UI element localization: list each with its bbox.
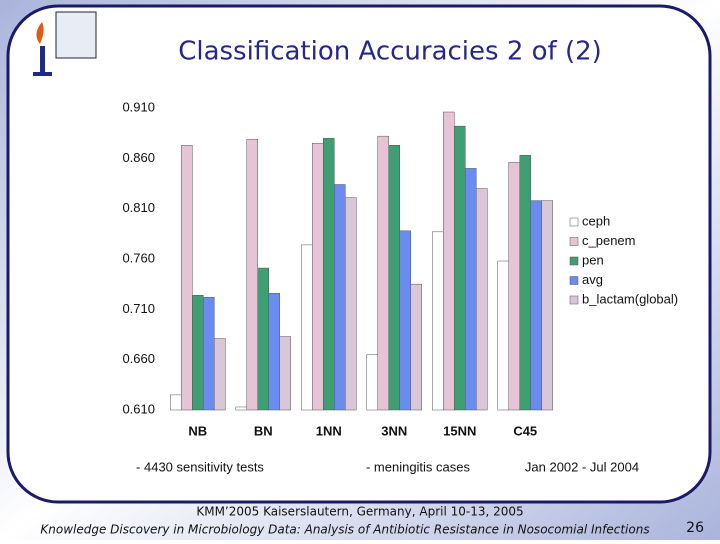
legend-swatch [569, 276, 579, 285]
bar [377, 135, 389, 411]
annotation: - 4430 sensitivity tests [136, 459, 264, 474]
bar [323, 137, 335, 411]
torch-base [33, 72, 52, 76]
y-tick-label: 0.760 [122, 250, 155, 265]
bar [181, 144, 193, 411]
x-tick-label: NB [188, 423, 207, 438]
bar [541, 200, 553, 411]
page-number: 26 [686, 520, 704, 536]
bar [508, 162, 520, 411]
bar [519, 155, 531, 411]
bar [345, 197, 357, 411]
plot: 0.610 0.660 0.710 0.760 0.810 0.860 0.910 NB BN 1… [122, 99, 678, 474]
bar [203, 297, 215, 411]
legend-label: ceph [582, 213, 610, 228]
slide-title: Classification Accuracies 2 of (2) [178, 37, 602, 67]
y-tick-label: 0.810 [122, 200, 155, 215]
torch-flame [36, 22, 44, 44]
bar [454, 125, 466, 411]
footer-line: Knowledge Discovery in Microbiology Data… [40, 523, 649, 537]
bar [366, 354, 378, 411]
bar [410, 283, 422, 411]
annotation: - meningitis cases [366, 459, 471, 474]
x-tick-label: 3NN [381, 423, 407, 438]
legend-label: pen [582, 252, 604, 267]
bar [497, 260, 509, 411]
bar [443, 111, 455, 411]
y-tick-label: 0.860 [122, 150, 155, 165]
bar [432, 231, 444, 411]
torch [40, 46, 45, 76]
legend-swatch [569, 256, 579, 266]
x-tick-label: 1NN [316, 423, 342, 438]
bar [170, 394, 182, 411]
annotation: Jan 2002 - Jul 2004 [525, 459, 639, 474]
bar [279, 336, 291, 411]
bar [530, 200, 542, 411]
y-tick-label: 0.910 [122, 99, 155, 114]
bar [334, 184, 346, 411]
footer-line: KMM’2005 Kaiserslautern, Germany, April … [196, 505, 523, 519]
y-tick-label: 0.660 [122, 351, 155, 366]
x-tick-label: C45 [513, 423, 537, 438]
crest [55, 11, 97, 59]
bar [192, 294, 204, 411]
x-tick-label: BN [254, 423, 273, 438]
bar [399, 230, 411, 411]
legend-label: b_lactam(global) [582, 291, 678, 306]
bar [235, 406, 247, 411]
bar [388, 144, 400, 411]
bar [268, 292, 280, 411]
y-tick-label: 0.710 [122, 301, 155, 316]
legend-swatch [569, 217, 579, 227]
legend-swatch [569, 237, 579, 246]
bar [312, 142, 324, 411]
bar [476, 188, 488, 411]
logo [33, 11, 97, 76]
bar [301, 244, 313, 411]
bar [257, 267, 269, 411]
y-tick-label: 0.610 [122, 401, 155, 416]
bar [214, 338, 226, 411]
legend-label: c_penem [582, 233, 635, 248]
legend-label: avg [582, 272, 603, 287]
x-tick-label: 15NN [443, 423, 476, 438]
bar [465, 168, 477, 411]
legend-swatch [569, 295, 579, 305]
bar [246, 138, 258, 411]
